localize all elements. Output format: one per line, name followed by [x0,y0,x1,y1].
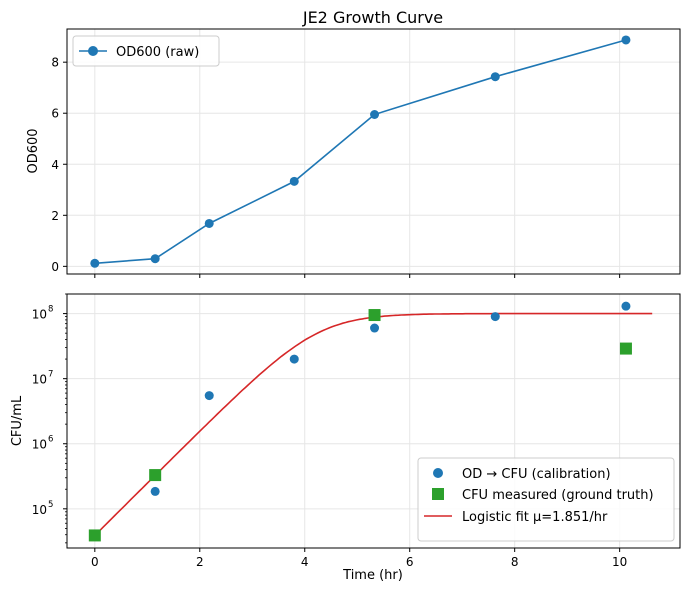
legend-measured-marker [432,488,444,500]
top-y-tick-label: 6 [51,107,59,121]
od600-point [289,176,299,186]
bottom-x-tick-label: 2 [196,555,204,569]
od600-point [490,72,500,82]
calibration-point [621,301,631,311]
top-y-tick-label: 0 [51,260,59,274]
top-y-tick-label: 4 [51,158,59,172]
bottom-y-tick-exponent: 8 [48,305,53,315]
legend-fit-label: Logistic fit μ=1.851/hr [462,510,608,525]
top-axes-frame [66,28,681,275]
measured-point [149,469,162,482]
top-legend: OD600 (raw) [72,35,220,67]
measured-point [88,529,101,542]
calibration-point [370,323,380,333]
bottom-x-tick-label: 8 [511,555,519,569]
top-grid [67,29,680,274]
calibration-point [204,391,214,401]
top-y-axis: 0 2 4 6 8 [51,56,67,274]
bottom-axes-frame [66,293,681,549]
bottom-y-tick-label: 10 [32,373,47,387]
od600-point [621,35,631,45]
top-x-ticks [94,274,621,278]
measured-point [619,342,632,355]
chart-title: JE2 Growth Curve [302,8,443,27]
legend-calibration-marker [433,468,443,478]
bottom-legend: OD → CFU (calibration) CFU measured (gro… [417,457,675,542]
bottom-legend-box [417,457,675,542]
bottom-y-tick-exponent: 6 [48,435,53,445]
bottom-x-tick-label: 4 [301,555,309,569]
bottom-y-tick-exponent: 5 [48,500,53,510]
bottom-y-tick-label: 10 [32,308,47,322]
top-legend-box [72,35,220,67]
legend-od600-label: OD600 (raw) [116,45,199,60]
bottom-x-tick-label: 0 [91,555,99,569]
bottom-x-axis: 0 2 4 6 8 10 [91,548,627,569]
legend-od600-marker [88,46,98,56]
measured-point [368,309,381,322]
od600-point [370,109,380,119]
top-panel-od600: JE2 Growth Curve 0 2 4 6 8 OD600 OD600 (raw) [26,8,681,278]
calibration-point [150,486,160,496]
od600-point [150,254,160,264]
bottom-x-tick-label: 10 [612,555,627,569]
top-y-axis-label: OD600 [26,128,41,173]
od600-point [204,218,214,228]
calibration-point [490,312,500,322]
x-axis-label: Time (hr) [342,568,403,583]
bottom-plot-area [88,301,653,542]
calibration-point [289,354,299,364]
top-y-tick-label: 2 [51,209,59,223]
bottom-x-tick-label: 6 [406,555,414,569]
bottom-y-tick-label: 10 [32,503,47,517]
bottom-y-axis-label: CFU/mL [10,395,25,446]
top-y-tick-label: 8 [51,56,59,70]
od600-point [90,258,100,268]
bottom-y-tick-exponent: 7 [48,370,53,380]
top-plot-area [90,35,631,268]
legend-measured-label: CFU measured (ground truth) [462,488,654,503]
legend-calibration-label: OD → CFU (calibration) [462,467,611,482]
bottom-y-tick-label: 10 [32,438,47,452]
